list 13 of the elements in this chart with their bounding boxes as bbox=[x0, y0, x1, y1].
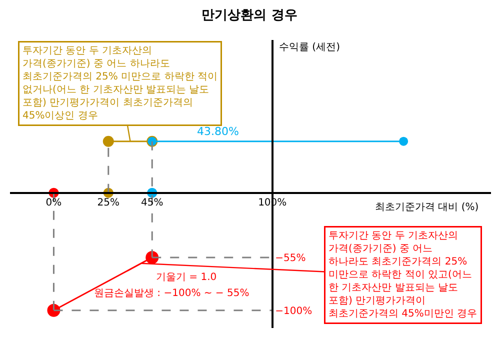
annotation: 투자기간 동안 두 기초자산의 가격(종가기준) 중 어느 하나라도 최초기준가격의 25% 미만으로 하락한 적이 없거나(어느 한 기초자산만 발표되는 날도 포함) 만기평가가격이 최초기준가격의 45%이상인 경우 bbox=[22, 46, 218, 122]
x-tick-label: 0% bbox=[46, 198, 62, 209]
y-tick-label: −100% bbox=[275, 306, 312, 317]
y-axis-title: 수익률 (세전) bbox=[279, 42, 340, 53]
annotation: 원금손실발생 : −100% ~ − 55% bbox=[94, 288, 250, 299]
annotation: 투자기간 동안 두 기초자산의 가격(종가기준) 중 어느 하나라도 최초기준가격의 25% 미만으로 하락한 적이 있고(어느 한 기초자산만 발표되는 날도 포함) 만기평가가격이 최초기준가격의 45%미만인 경우 bbox=[328, 230, 478, 320]
x-axis-title: 최초기준가격 대비 (%) bbox=[375, 202, 479, 213]
x-tick-label: 45% bbox=[140, 198, 164, 209]
chart-title: 만기상환의 경우 bbox=[202, 8, 298, 24]
annotation: 43.80% bbox=[197, 125, 239, 138]
x-tick-label: 25% bbox=[97, 198, 120, 209]
y-tick-label: −55% bbox=[275, 252, 306, 264]
annotation: 기울기 = 1.0 bbox=[156, 272, 217, 283]
